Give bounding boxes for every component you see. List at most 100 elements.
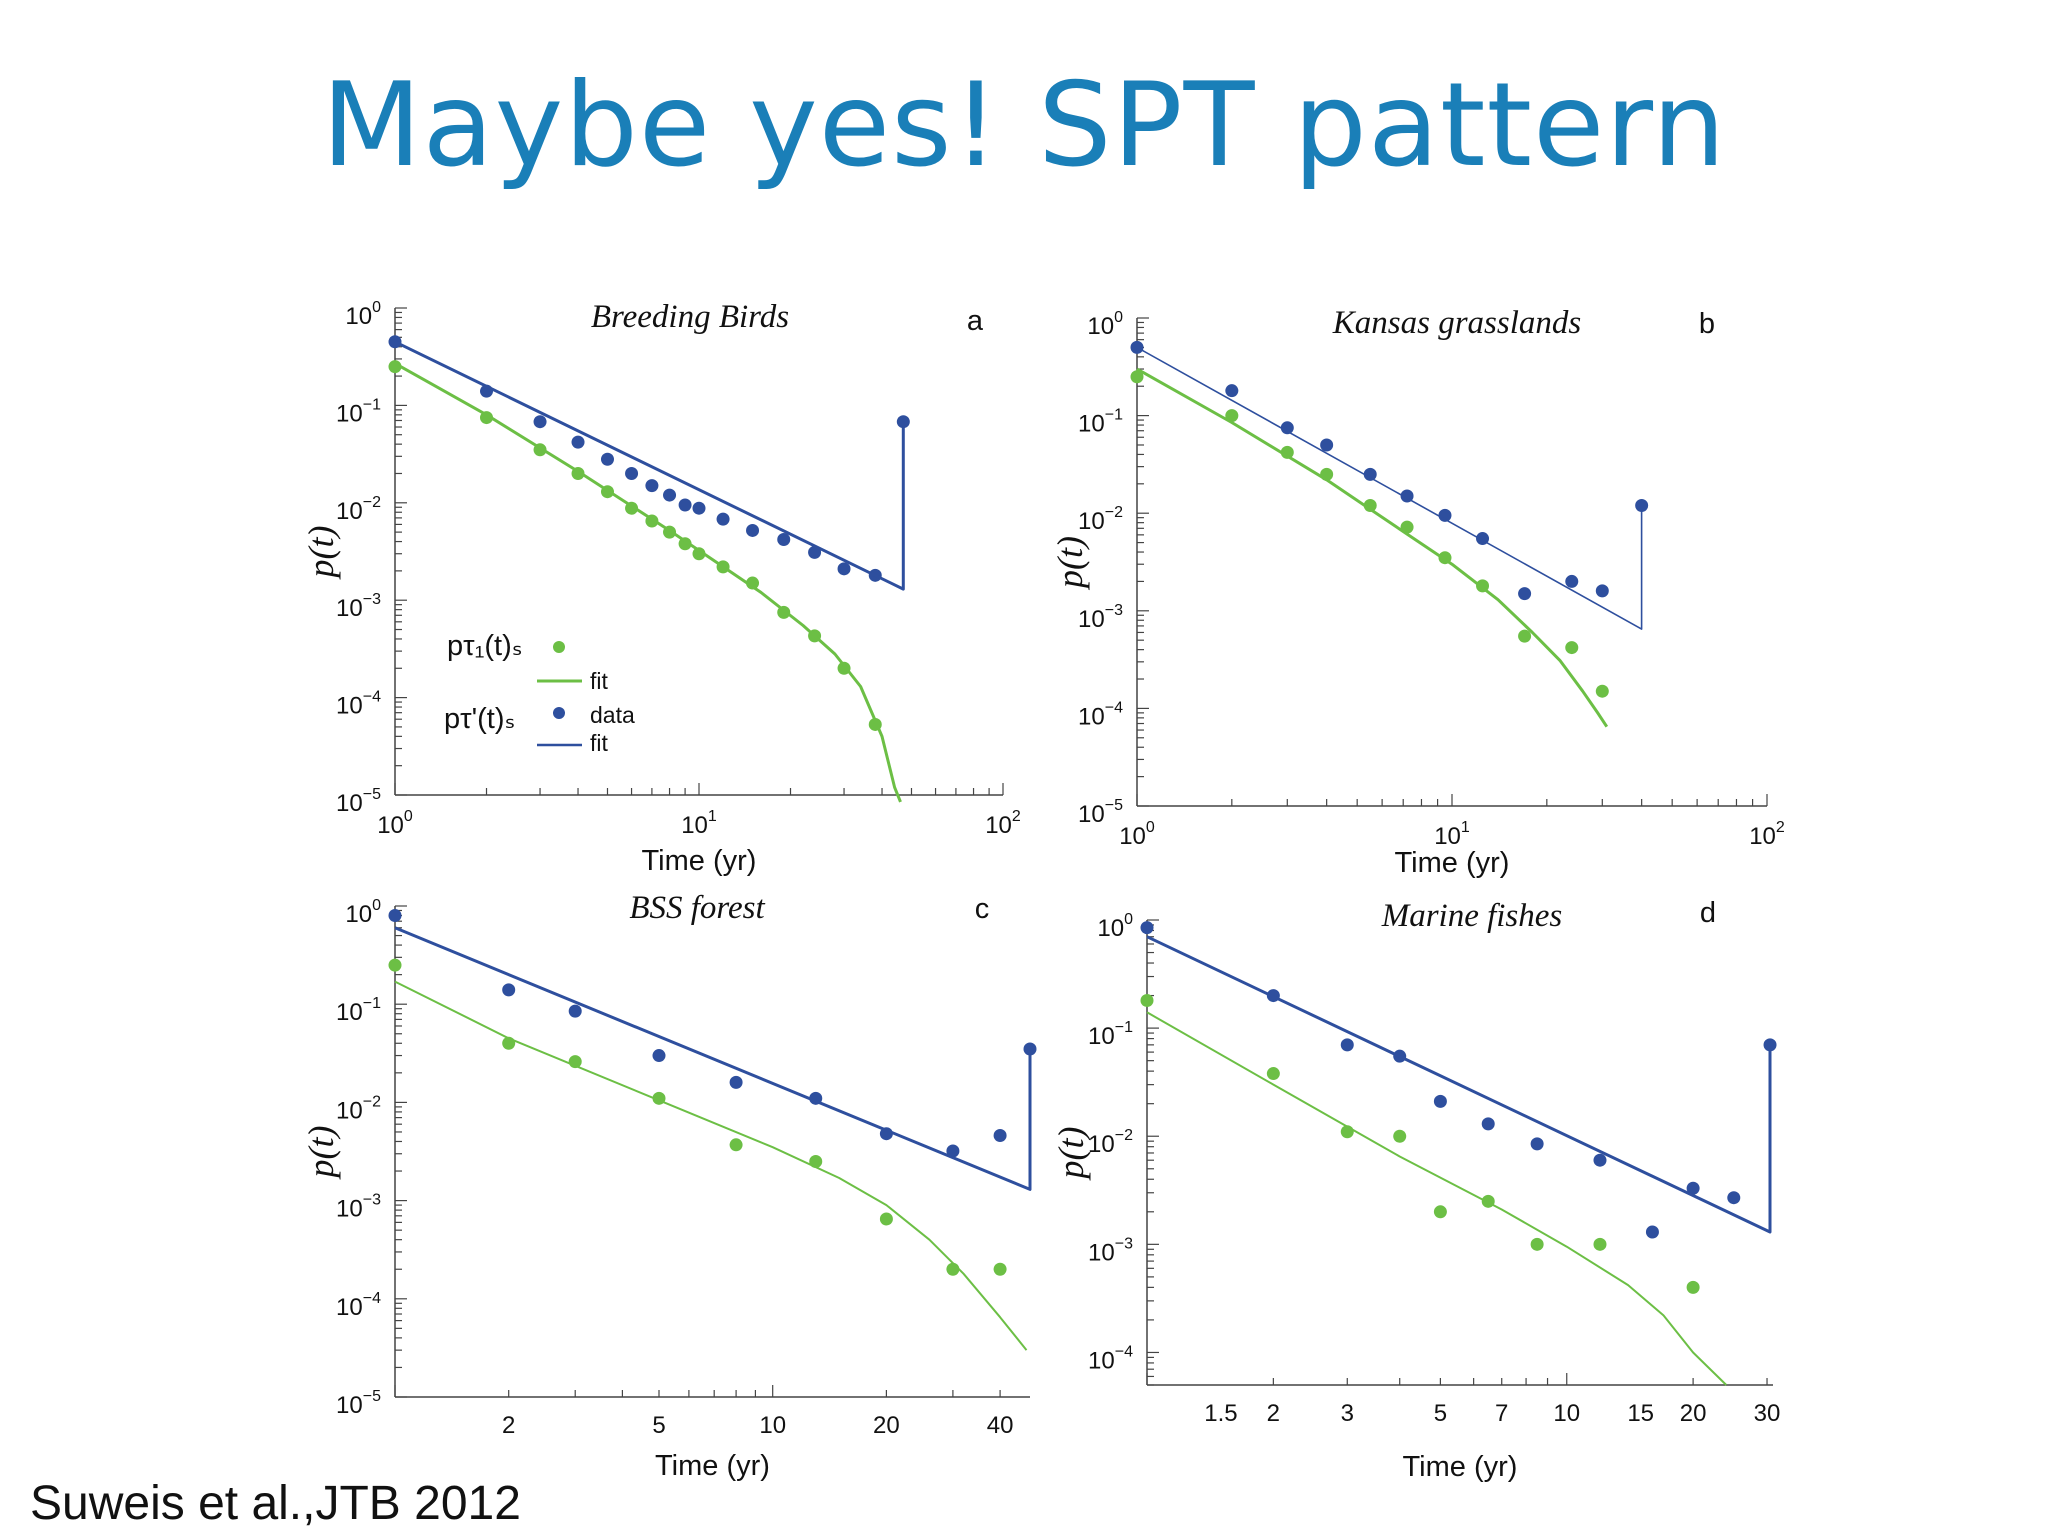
data-point-blue bbox=[533, 415, 547, 429]
y-tick-label: 10−4 bbox=[336, 1290, 381, 1321]
x-axis-label: Time (yr) bbox=[1403, 1451, 1518, 1483]
x-tick-label: 102 bbox=[985, 808, 1021, 839]
data-point-blue bbox=[645, 479, 659, 493]
data-point-blue bbox=[1225, 384, 1239, 398]
series-line-green bbox=[394, 362, 902, 803]
data-point-green bbox=[879, 1212, 893, 1226]
panel-letter: a bbox=[967, 305, 984, 337]
y-axis-label: p(t) bbox=[1051, 1127, 1091, 1182]
y-axis-label: p(t) bbox=[301, 1126, 341, 1181]
data-point-blue bbox=[388, 335, 402, 349]
y-tick-label: 10−3 bbox=[1088, 1235, 1133, 1266]
legend-blue-label: pτ'(t)ₛ bbox=[444, 703, 515, 735]
y-tick-label: 10−3 bbox=[336, 591, 381, 622]
series-line-green bbox=[1136, 367, 1609, 728]
data-point-blue bbox=[837, 562, 851, 576]
chart-panel-a: Breeding Birds a Time (yr) p(t) pτ₁(t)ₛ fit pτ… bbox=[301, 299, 1004, 877]
data-point-green bbox=[1433, 1205, 1447, 1219]
data-point-blue bbox=[1530, 1137, 1544, 1151]
x-tick-label: 101 bbox=[1434, 819, 1470, 850]
chart-panel-b: Kansas grasslands b Time (yr) p(t) bbox=[1050, 305, 1768, 879]
x-tick-label: 5 bbox=[1434, 1400, 1447, 1427]
panel-letter: c bbox=[975, 893, 990, 925]
y-tick-label: 10−5 bbox=[336, 1388, 381, 1419]
data-point-blue bbox=[777, 532, 791, 546]
data-point-blue bbox=[1686, 1181, 1700, 1195]
series-line-blue bbox=[1146, 935, 1772, 1234]
x-tick-label: 10 bbox=[1553, 1400, 1580, 1427]
data-point-blue bbox=[1023, 1042, 1037, 1056]
data-point-blue bbox=[692, 501, 706, 515]
series-line-green bbox=[1146, 1011, 1727, 1386]
data-point-green bbox=[1393, 1129, 1407, 1143]
data-point-blue bbox=[1433, 1094, 1447, 1108]
data-point-blue bbox=[993, 1129, 1007, 1143]
data-point-blue bbox=[600, 452, 614, 466]
x-axis-label: Time (yr) bbox=[1395, 847, 1510, 879]
data-point-blue bbox=[388, 909, 402, 923]
data-point-green bbox=[1266, 1067, 1280, 1081]
data-point-green bbox=[1130, 370, 1144, 384]
data-point-green bbox=[1593, 1237, 1607, 1251]
slide-title: Maybe yes! SPT pattern bbox=[321, 58, 1727, 193]
x-tick-label: 20 bbox=[1680, 1400, 1707, 1427]
y-tick-label: 100 bbox=[345, 299, 381, 330]
x-tick-label: 101 bbox=[681, 808, 717, 839]
data-point-blue bbox=[652, 1049, 666, 1063]
data-point-blue bbox=[502, 983, 516, 997]
data-point-blue bbox=[663, 488, 677, 502]
data-point-blue bbox=[625, 466, 639, 480]
legend-green-label: pτ₁(t)ₛ bbox=[447, 630, 523, 662]
y-tick-label: 10−3 bbox=[336, 1192, 381, 1223]
y-tick-label: 10−1 bbox=[1078, 407, 1123, 438]
data-point-blue bbox=[946, 1144, 960, 1158]
panel-letter: b bbox=[1699, 308, 1715, 340]
panel-letter: d bbox=[1700, 897, 1716, 929]
x-tick-label: 30 bbox=[1754, 1400, 1781, 1427]
x-tick-label: 3 bbox=[1341, 1400, 1354, 1427]
x-tick-label: 20 bbox=[873, 1412, 900, 1439]
data-point-blue bbox=[1481, 1117, 1495, 1131]
x-tick-label: 2 bbox=[502, 1412, 515, 1439]
x-tick-label: 1.5 bbox=[1204, 1400, 1237, 1427]
data-point-blue bbox=[1340, 1038, 1354, 1052]
data-point-green bbox=[946, 1262, 960, 1276]
data-point-blue bbox=[1565, 574, 1579, 588]
y-tick-label: 100 bbox=[1097, 911, 1133, 942]
data-point-blue bbox=[1438, 508, 1452, 522]
data-point-green bbox=[388, 958, 402, 972]
data-point-green bbox=[1595, 684, 1609, 698]
y-tick-label: 10−2 bbox=[336, 1093, 381, 1124]
x-tick-label: 100 bbox=[377, 808, 413, 839]
legend: pτ₁(t)ₛ fit pτ'(t)ₛ data fit bbox=[444, 630, 635, 756]
legend-blue-dot bbox=[553, 707, 565, 719]
chart-title: BSS forest bbox=[629, 890, 765, 926]
y-tick-label: 10−3 bbox=[1078, 602, 1123, 633]
series-line-blue bbox=[1136, 346, 1643, 630]
legend-data-label: data bbox=[590, 702, 635, 728]
y-axis-label: p(t) bbox=[301, 526, 341, 581]
data-point-blue bbox=[1763, 1038, 1777, 1052]
x-axis-label: Time (yr) bbox=[642, 845, 757, 877]
y-tick-label: 10−2 bbox=[336, 494, 381, 525]
y-axis-label: p(t) bbox=[1050, 536, 1090, 591]
y-tick-label: 10−1 bbox=[336, 396, 381, 427]
citation: Suweis et al.,JTB 2012 bbox=[30, 1477, 521, 1530]
data-point-blue bbox=[1593, 1153, 1607, 1167]
y-tick-label: 10−5 bbox=[1078, 797, 1123, 828]
chart-title: Breeding Birds bbox=[591, 299, 789, 335]
y-tick-label: 10−4 bbox=[1078, 699, 1123, 730]
data-point-green bbox=[729, 1138, 743, 1152]
y-tick-label: 10−2 bbox=[1088, 1127, 1133, 1158]
x-axis-label: Time (yr) bbox=[655, 1450, 770, 1482]
x-tick-label: 15 bbox=[1627, 1400, 1654, 1427]
data-point-green bbox=[1530, 1237, 1544, 1251]
legend-fit-label: fit bbox=[590, 730, 609, 756]
y-tick-label: 10−1 bbox=[1088, 1019, 1133, 1050]
series-line-blue bbox=[394, 340, 905, 591]
data-point-green bbox=[1225, 409, 1239, 423]
y-tick-label: 100 bbox=[345, 897, 381, 928]
data-point-blue bbox=[1320, 438, 1334, 452]
data-point-green bbox=[993, 1262, 1007, 1276]
